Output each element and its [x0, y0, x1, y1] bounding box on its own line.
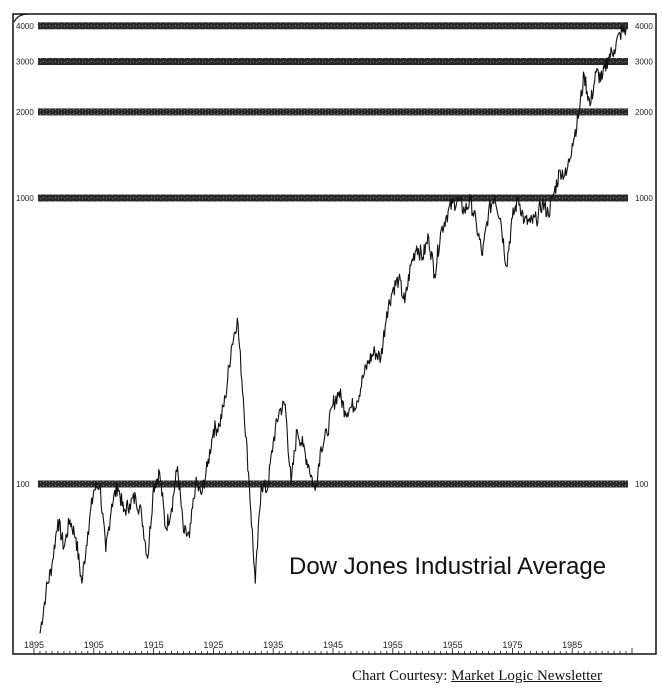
y-tick-label-right: 4000 [635, 22, 653, 31]
gridline-band-2000 [38, 108, 628, 116]
x-tick-label: 1915 [144, 640, 164, 650]
x-tick-label: 1985 [562, 640, 582, 650]
corner-mark [13, 13, 29, 23]
x-tick-label: 1925 [203, 640, 223, 650]
x-tick-label: 1945 [323, 640, 343, 650]
y-tick-label-right: 2000 [635, 108, 653, 117]
y-tick-label-left: 2000 [16, 108, 34, 117]
credit-prefix: Chart Courtesy: [352, 668, 448, 684]
y-tick-label-left: 100 [16, 480, 30, 489]
gridline-band-100 [38, 480, 628, 488]
y-tick-label-left: 4000 [16, 22, 34, 31]
x-tick-label: 1955 [443, 640, 463, 650]
y-tick-label-left: 1000 [16, 194, 34, 203]
x-tick-label: 1895 [24, 640, 44, 650]
x-tick-label: 1905 [84, 640, 104, 650]
x-tick-label: 1935 [263, 640, 283, 650]
x-tick-label: 1955 [383, 640, 403, 650]
y-tick-label-right: 100 [635, 480, 649, 489]
y-tick-label-right: 1000 [635, 194, 653, 203]
gridline-band-1000 [38, 194, 628, 202]
gridline-band-4000 [38, 22, 628, 30]
y-tick-label-right: 3000 [635, 58, 653, 67]
x-tick-label: 1975 [502, 640, 522, 650]
credit-source: Market Logic Newsletter [451, 668, 602, 684]
chart-title: Dow Jones Industrial Average [289, 553, 606, 580]
gridline-band-3000 [38, 58, 628, 66]
y-tick-label-left: 3000 [16, 58, 34, 67]
dow-series-line [39, 25, 627, 634]
chart-credit: Chart Courtesy: Market Logic Newsletter [352, 668, 602, 685]
